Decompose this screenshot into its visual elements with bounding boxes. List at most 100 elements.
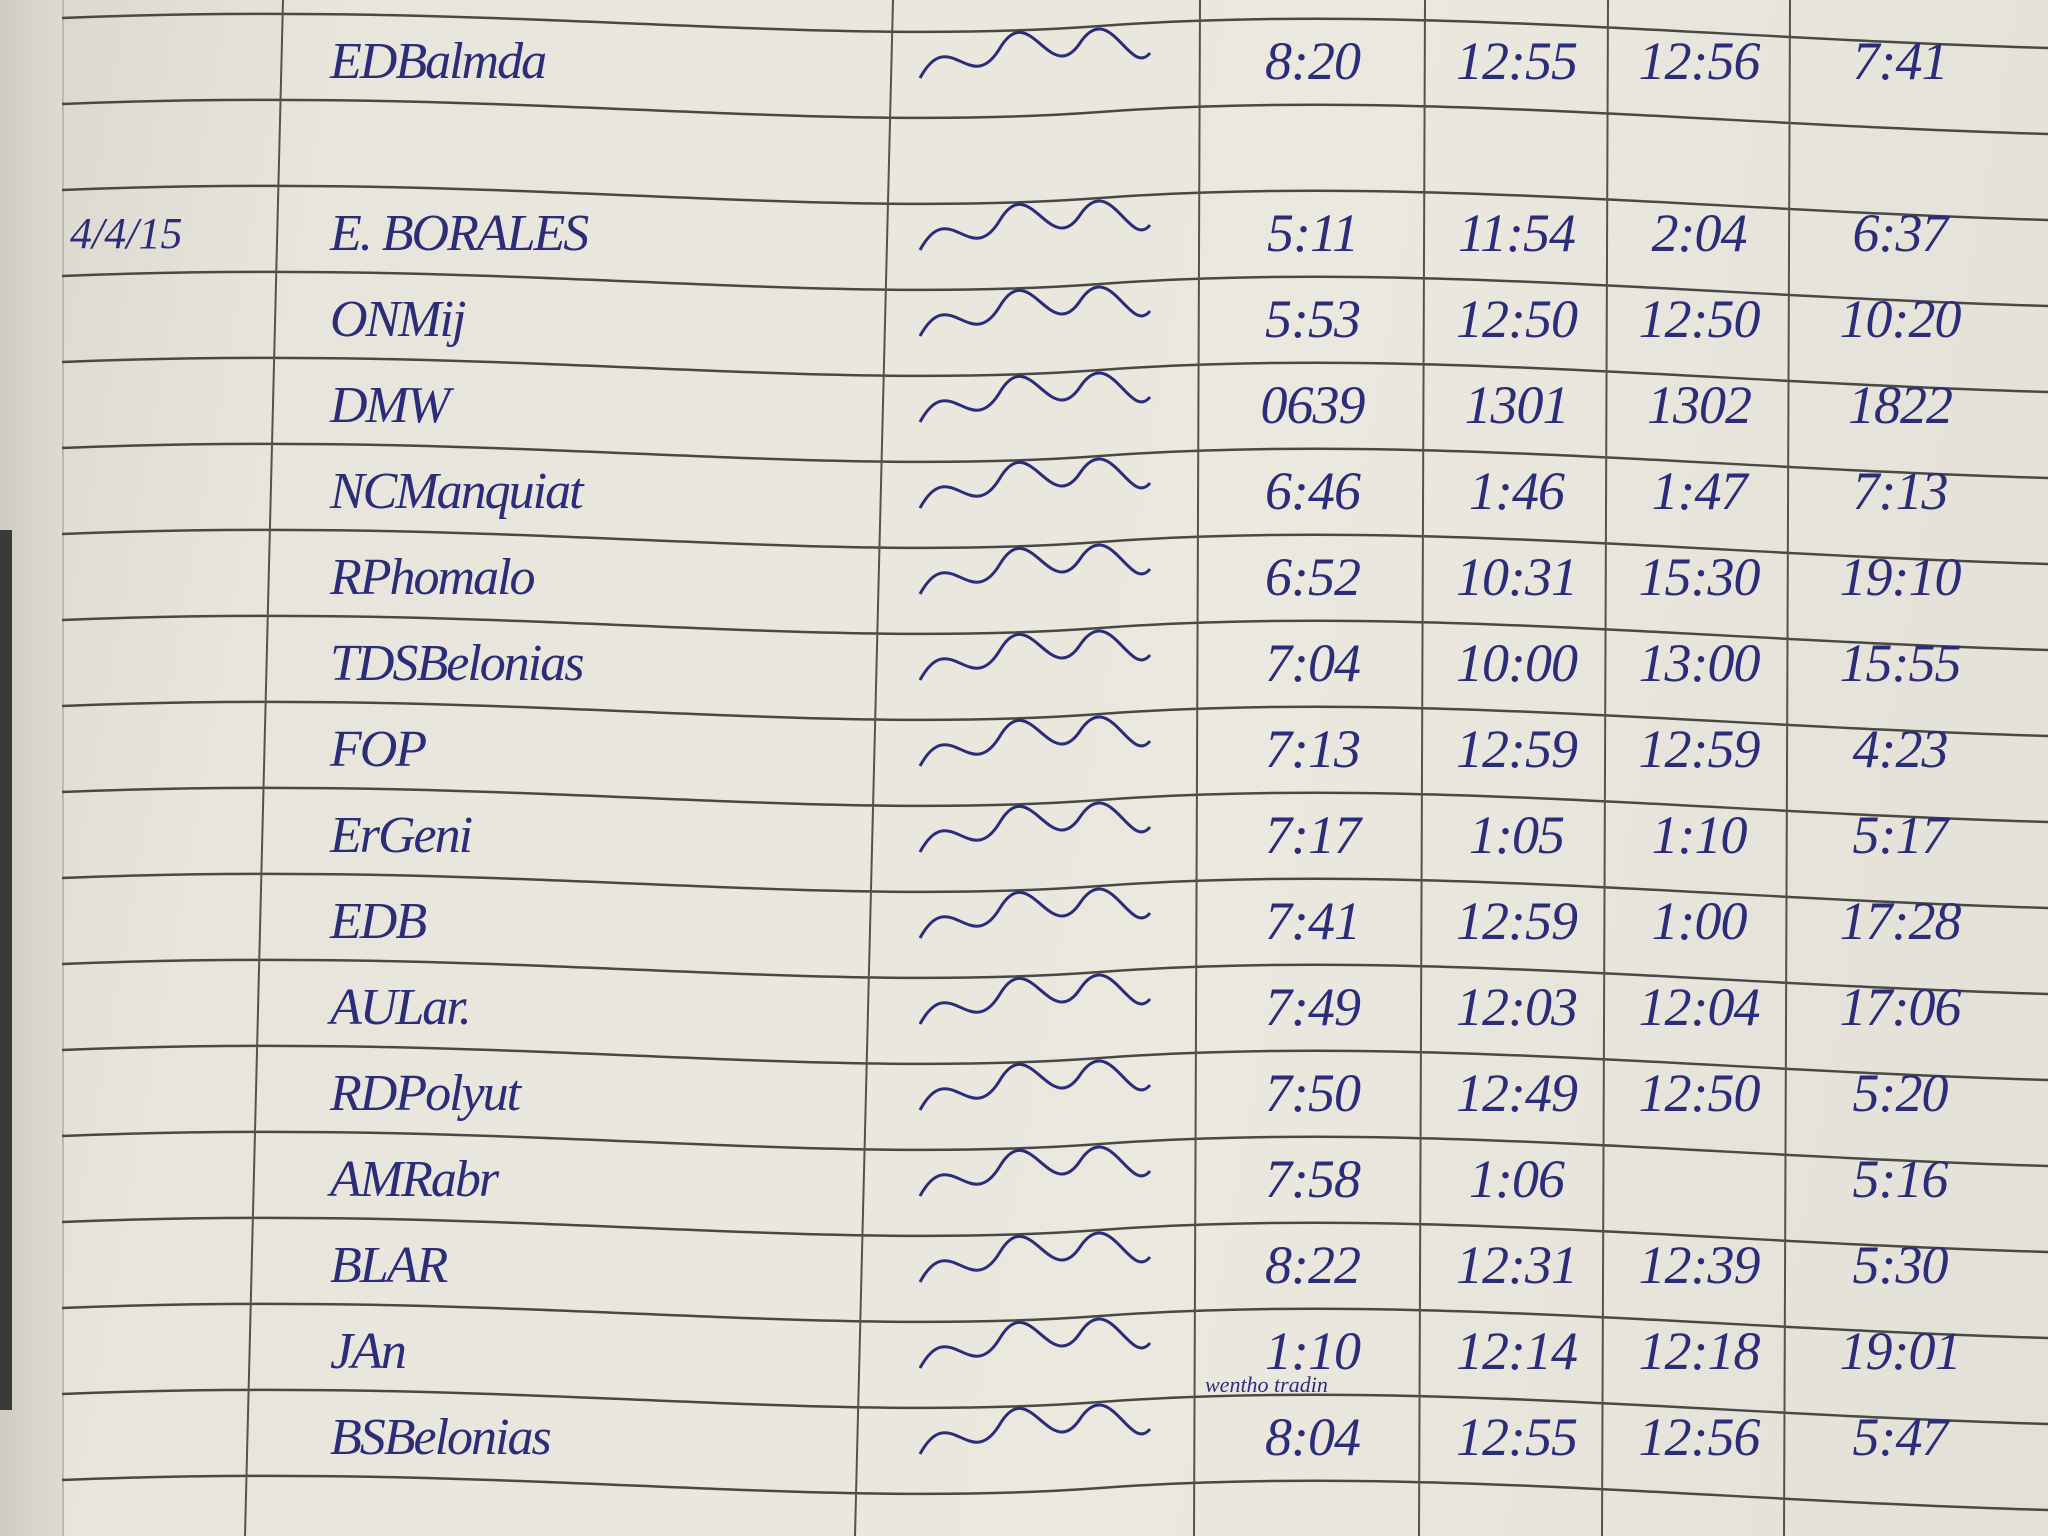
column-line xyxy=(1783,0,1791,1536)
log-row: EDB 7:41 12:59 1:00 17:28 xyxy=(0,878,2048,964)
time-out-pm: 7:41 xyxy=(1852,31,1949,91)
ruled-line xyxy=(61,184,2048,222)
ruled-line xyxy=(61,958,2048,996)
name-cell: RDPolyut xyxy=(330,1064,521,1122)
time-out-am: 1:06 xyxy=(1469,1149,1565,1209)
signature xyxy=(900,620,1180,706)
note: wentho tradin xyxy=(1205,1372,1328,1397)
time-out-pm xyxy=(1790,104,2010,190)
time-out-pm: 5:30 xyxy=(1852,1235,1949,1295)
signature xyxy=(900,276,1180,362)
name-cell: FOP xyxy=(330,720,427,778)
name-cell: EDB xyxy=(330,892,427,950)
time-out-am: 12:59 xyxy=(1456,719,1578,779)
time-out-am: 12:03 xyxy=(1456,977,1578,1037)
time-out-pm: 5:16 xyxy=(1852,1149,1949,1209)
time-in-pm: 15:30 xyxy=(1638,547,1761,607)
time-out-am: 10:31 xyxy=(1456,547,1578,607)
time-in-am: 8:20 xyxy=(1265,31,1361,91)
time-in-am: 7:50 xyxy=(1265,1063,1361,1123)
name-cell: E. BORALES xyxy=(330,204,589,262)
time-out-pm: 7:13 xyxy=(1852,461,1949,521)
time-out-am: 12:55 xyxy=(1456,1407,1578,1467)
signature xyxy=(900,878,1180,964)
ruled-line xyxy=(61,1474,2048,1512)
log-row: AULar. 7:49 12:03 12:04 17:06 xyxy=(0,964,2048,1050)
name-cell: NCManquiat xyxy=(330,462,584,520)
date-cell xyxy=(70,534,260,620)
time-out-am xyxy=(1425,104,1608,190)
time-in-pm: 1:47 xyxy=(1651,461,1748,521)
time-in-pm: 12:56 xyxy=(1638,31,1761,91)
ruled-line xyxy=(61,270,2048,308)
ruled-line xyxy=(61,1130,2048,1168)
signature xyxy=(900,448,1180,534)
time-in-am xyxy=(1200,104,1425,190)
time-in-am: 8:22 xyxy=(1265,1235,1361,1295)
time-in-pm xyxy=(1608,104,1790,190)
time-in-pm: 2:04 xyxy=(1651,203,1748,263)
date-cell xyxy=(70,1394,260,1480)
date-cell xyxy=(70,362,260,448)
time-out-am: 1:05 xyxy=(1469,805,1565,865)
time-out-am: 12:59 xyxy=(1456,891,1578,951)
signature xyxy=(900,190,1180,276)
log-row: NCManquiat 6:46 1:46 1:47 7:13 xyxy=(0,448,2048,534)
time-out-am: 11:54 xyxy=(1458,203,1576,263)
signature xyxy=(900,792,1180,878)
time-in-am: 5:53 xyxy=(1265,289,1361,349)
column-line xyxy=(1193,0,1201,1536)
time-in-pm: 12:39 xyxy=(1638,1235,1761,1295)
date-cell xyxy=(70,620,260,706)
log-row: BSBelonias 8:04 12:55 12:56 5:47 xyxy=(0,1394,2048,1480)
ruled-line xyxy=(61,98,2048,136)
ruled-line xyxy=(61,1044,2048,1082)
log-row: DMW 0639 1301 1302 1822 xyxy=(0,362,2048,448)
signature xyxy=(900,362,1180,448)
name-cell: ONMij xyxy=(330,290,466,348)
time-in-pm: 1302 xyxy=(1647,375,1752,435)
date-cell xyxy=(70,276,260,362)
column-line xyxy=(1418,0,1426,1536)
date-cell xyxy=(70,448,260,534)
ruled-line xyxy=(61,1302,2048,1340)
name-cell: JAn xyxy=(330,1322,407,1380)
name-cell: ErGeni xyxy=(330,806,473,864)
date-cell xyxy=(70,1222,260,1308)
time-out-am: 12:31 xyxy=(1456,1235,1578,1295)
name-cell: RPhomalo xyxy=(330,548,536,606)
ruled-line xyxy=(61,700,2048,738)
column-line xyxy=(1601,0,1609,1536)
name-cell: TDSBelonias xyxy=(330,634,584,692)
time-out-pm: 5:17 xyxy=(1852,805,1949,865)
date-cell xyxy=(70,1050,260,1136)
log-row: JAn 1:10 12:14 12:18 19:01 wentho tradin xyxy=(0,1308,2048,1397)
time-in-am: 8:04 xyxy=(1265,1407,1361,1467)
time-in-am: 5:11 xyxy=(1267,203,1359,263)
ruled-line xyxy=(61,1388,2048,1426)
date-cell xyxy=(70,706,260,792)
log-row: ONMij 5:53 12:50 12:50 10:20 xyxy=(0,276,2048,362)
time-in-pm: 12:04 xyxy=(1638,977,1761,1037)
date-cell xyxy=(70,18,260,104)
ruled-line xyxy=(61,442,2048,480)
time-in-am: 7:58 xyxy=(1265,1149,1361,1209)
time-out-pm: 5:20 xyxy=(1852,1063,1949,1123)
time-out-pm: 10:20 xyxy=(1839,289,1962,349)
time-in-pm: 12:18 xyxy=(1638,1321,1761,1381)
time-in-pm: 1:00 xyxy=(1651,891,1748,951)
log-row: FOP 7:13 12:59 12:59 4:23 xyxy=(0,706,2048,792)
signature xyxy=(900,104,1180,190)
time-out-am: 1301 xyxy=(1464,375,1570,435)
log-row: TDSBelonias 7:04 10:00 13:00 15:55 xyxy=(0,620,2048,706)
ruled-line xyxy=(61,872,2048,910)
name-cell: BLAR xyxy=(330,1236,448,1294)
signature xyxy=(900,706,1180,792)
time-out-pm: 6:37 xyxy=(1852,203,1949,263)
time-out-am: 12:14 xyxy=(1456,1321,1578,1381)
time-in-am: 7:41 xyxy=(1265,891,1361,951)
date-cell xyxy=(70,792,260,878)
name-cell: EDBalmda xyxy=(330,32,547,90)
